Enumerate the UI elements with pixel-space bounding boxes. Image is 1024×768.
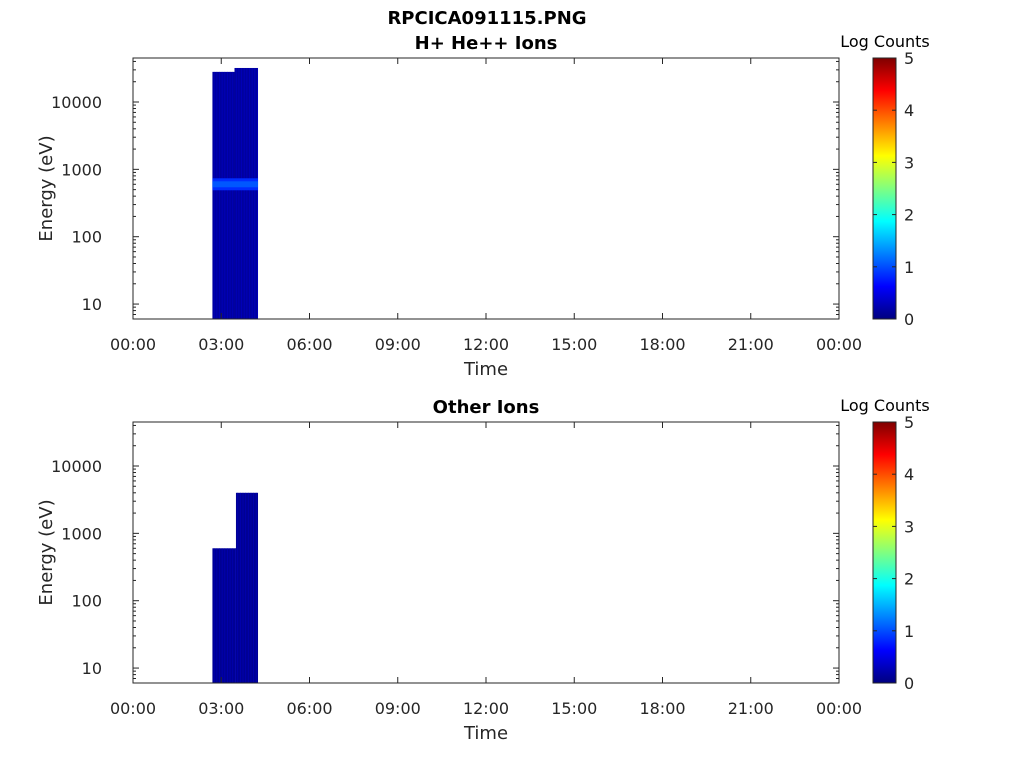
x-tick-label: 12:00 [463, 699, 509, 718]
x-tick-label: 00:00 [110, 699, 156, 718]
panel-other-ions: Other Ions 00:00 03:00 06:00 09:00 12:00 15:00… [36, 396, 930, 744]
x-tick-label: 21:00 [728, 699, 774, 718]
y-tick-label: 1000 [61, 524, 102, 543]
x-tick-label: 15:00 [551, 335, 597, 354]
data-region-texture-0 [213, 71, 234, 319]
x-tick-label: 00:00 [816, 335, 862, 354]
y-tick-label: 1000 [61, 160, 102, 179]
data-region-0 [212, 71, 235, 320]
data-band-core-0 [212, 181, 259, 188]
x-tick-label: 09:00 [375, 699, 421, 718]
panel-title: Other Ions [433, 397, 540, 418]
x-tick-label: 00:00 [816, 699, 862, 718]
colorbar [872, 421, 897, 684]
x-tick-label: 00:00 [110, 335, 156, 354]
colorbar-label: Log Counts [840, 32, 930, 51]
panel-h-he-ions: H+ He++ Ions 00:00 03:00 06:00 09:00 12:00 15:… [36, 32, 930, 380]
x-tick-label: 18:00 [639, 335, 685, 354]
y-tick-label: 100 [71, 228, 102, 247]
x-tick-label: 12:00 [463, 335, 509, 354]
y-tick-label: 10000 [51, 457, 102, 476]
y-tick-label: 10 [82, 659, 102, 678]
x-tick-label: 03:00 [198, 699, 244, 718]
colorbar-tick-label: 5 [904, 49, 914, 68]
colorbar-tick-label: 4 [904, 465, 914, 484]
figure-title: RPCICA091115.PNG [387, 8, 586, 29]
x-axis-label: Time [463, 359, 508, 380]
colorbar-tick-label: 1 [904, 258, 914, 277]
y-axis-label: Energy (eV) [36, 135, 57, 241]
colorbar-tick-label: 2 [904, 570, 914, 589]
colorbar [872, 57, 897, 320]
colorbar-tick-label: 2 [904, 206, 914, 225]
data-region-texture-0 [213, 548, 236, 683]
colorbar-tick-label: 0 [904, 674, 914, 693]
colorbar-tick-label: 3 [904, 153, 914, 172]
x-tick-label: 18:00 [639, 699, 685, 718]
x-tick-label: 06:00 [286, 699, 332, 718]
x-tick-label: 21:00 [728, 335, 774, 354]
x-axis-label: Time [463, 723, 508, 744]
y-axis-label: Energy (eV) [36, 499, 57, 605]
y-tick-label: 100 [71, 592, 102, 611]
colorbar-tick-label: 4 [904, 101, 914, 120]
plot-area [212, 67, 259, 320]
data-region-1 [235, 492, 259, 683]
colorbar-tick-label: 0 [904, 310, 914, 329]
colorbar-tick-label: 3 [904, 517, 914, 536]
colorbar-tick-label: 1 [904, 622, 914, 641]
x-tick-label: 15:00 [551, 699, 597, 718]
y-tick-label: 10 [82, 295, 102, 314]
y-tick-label: 10000 [51, 93, 102, 112]
data-region-texture-1 [235, 67, 258, 319]
plot-area [212, 492, 259, 683]
colorbar-tick-label: 5 [904, 413, 914, 432]
panel-title: H+ He++ Ions [415, 33, 558, 54]
colorbar-label: Log Counts [840, 396, 930, 415]
x-tick-label: 06:00 [286, 335, 332, 354]
x-tick-label: 09:00 [375, 335, 421, 354]
x-tick-label: 03:00 [198, 335, 244, 354]
data-region-texture-1 [237, 492, 257, 683]
